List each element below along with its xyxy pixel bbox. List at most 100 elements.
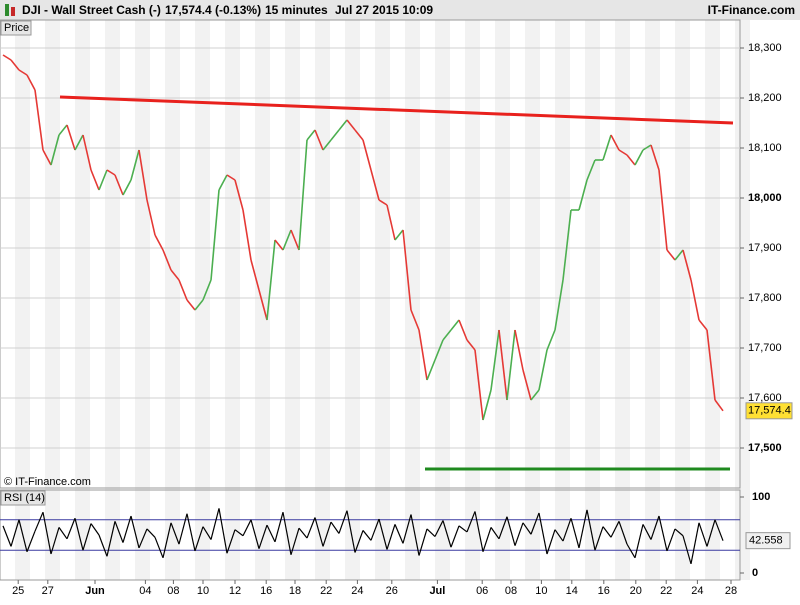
price-segment [234,529,244,537]
price-segment [578,509,588,549]
price-segment [218,508,228,554]
price-segment [498,329,508,401]
price-segment [18,69,28,76]
price-segment [338,510,348,534]
price-segment [674,528,684,537]
price-segment [698,319,708,331]
y-tick-label: 100 [752,491,770,503]
x-tick-label: 16 [598,585,610,597]
day-stripe [615,20,630,580]
x-tick-label: 18 [289,585,301,597]
price-segment [370,518,380,541]
price-segment [298,527,308,539]
day-stripe [585,20,600,580]
price-segment [594,526,604,551]
price-segment [114,174,124,196]
price-segment [650,515,660,540]
price-segment [106,521,116,557]
price-segment [210,189,220,281]
price-segment [306,517,316,539]
day-stripe [495,20,510,580]
trendline [59,95,734,125]
price-segment [498,516,508,540]
price-segment [162,522,172,558]
price-segment [610,521,620,538]
price-segment [626,543,636,559]
x-tick-label: 28 [725,585,737,597]
x-tick-label: 06 [476,585,488,597]
day-stripe [225,20,240,580]
price-segment [506,516,516,546]
price-segment [474,349,484,421]
price-segment [282,229,292,251]
price-segment [138,149,148,201]
y-tick-label: 17,600 [748,392,782,404]
price-segment [602,526,612,538]
price-segment [538,512,548,555]
y-tick-label: 18,100 [748,142,782,154]
price-segment [618,521,628,545]
last-rsi-label: 42.558 [749,535,783,547]
x-tick-label: 27 [42,585,54,597]
price-segment [546,529,556,555]
price-segment [442,520,452,548]
price-segment [234,179,244,211]
price-segment [450,319,460,331]
price-segment [274,239,284,251]
price-segment [2,525,12,547]
price-segment [410,514,420,556]
day-stripe [705,20,720,580]
day-stripe [75,20,90,580]
price-segment [434,520,444,537]
price-segment [138,528,148,549]
price-segment [466,339,476,351]
price-segment [298,139,308,251]
x-tick-label: 24 [691,585,703,597]
x-tick-label: 08 [167,585,179,597]
x-tick-label: 20 [630,585,642,597]
rsi-panel [0,489,741,581]
x-tick-label: 22 [320,585,332,597]
price-segment [242,519,252,537]
interval: 15 minutes [265,3,328,17]
price-segment [178,513,188,545]
price-segment [106,169,116,176]
price-segment [482,527,492,552]
price-segment [514,329,524,371]
price-segment [26,530,36,552]
price-segment [98,169,108,191]
price-segment [266,239,276,321]
price-segment [458,525,468,533]
price-segment [34,89,44,151]
price-segment [682,249,692,281]
day-stripe [375,20,390,580]
price-segment [514,522,524,546]
price-segment [194,299,204,311]
price-segment [210,508,220,540]
icon [5,4,9,16]
price-segment [66,518,76,540]
day-stripe [285,20,300,580]
day-stripe [165,20,180,580]
price-segment [338,119,348,131]
price-segment [354,530,364,553]
x-tick-label: 16 [260,585,272,597]
price-segment [530,389,540,401]
price-segment [714,399,724,412]
price-segment [74,134,84,151]
price-segment [242,209,252,261]
y-tick-label: 17,700 [748,342,782,354]
price-segment [354,129,364,141]
price-segment [674,249,684,261]
day-stripe [45,20,60,580]
price-segment [186,299,196,311]
price-segment [474,511,484,552]
x-tick-label: 10 [535,585,547,597]
price-segment [458,319,468,341]
price-segment [426,528,436,537]
price-segment [690,522,700,564]
price-segment [274,512,284,542]
price-segment [82,134,92,171]
price-segment [322,139,332,151]
